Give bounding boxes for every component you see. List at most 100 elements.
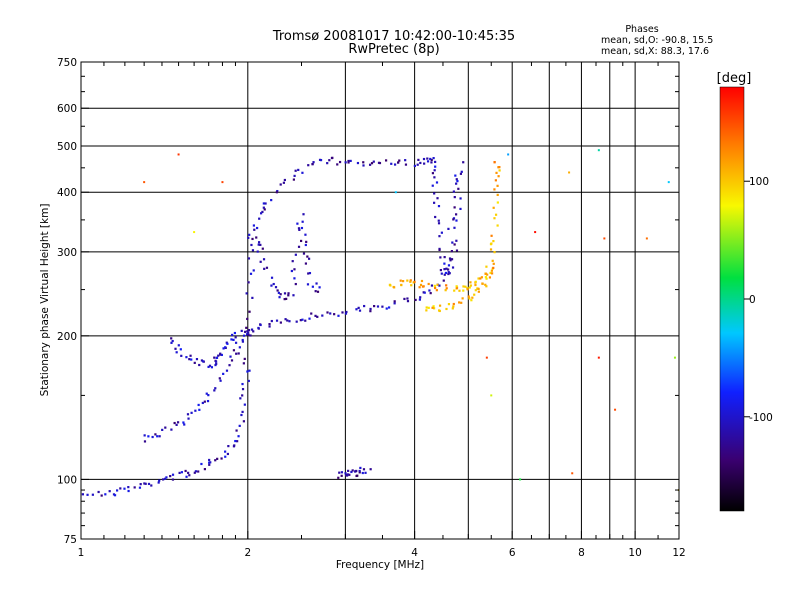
echo-point [490,269,494,272]
echo-point [226,452,230,456]
echo-point [270,319,273,323]
echo-point [429,157,432,161]
echo-point [214,360,218,363]
echo-point [477,290,480,293]
echo-point [161,478,165,481]
x-tick-label: 10 [628,547,641,559]
echo-point [434,286,437,290]
echo-point [158,435,161,438]
echo-point [470,299,473,302]
echo-point [437,219,440,222]
echo-point [247,333,250,336]
x-tick-label: 8 [578,547,585,559]
echo-point [301,220,304,223]
echo-point [276,189,279,193]
echo-point [308,317,311,320]
echo-point [485,277,488,280]
echo-point [233,444,236,447]
echo-point [164,477,167,480]
echo-point [485,285,488,288]
echo-point [187,417,190,420]
echo-point [344,472,347,475]
echo-point [443,268,446,271]
echo-point [455,249,459,252]
echo-point [448,257,452,260]
echo-point [455,178,458,181]
echo-point [449,259,452,262]
echo-point [362,164,365,167]
echo-point [86,493,89,496]
echo-point [179,348,182,351]
echo-point [247,281,250,284]
chart-title: Tromsø 20081017 10:42:00-10:45:35 [272,29,515,44]
echo-point [246,370,249,373]
echo-point [250,243,253,247]
echo-point [450,250,453,253]
echo-point [238,346,241,349]
echo-point [257,243,260,246]
echo-point [425,306,428,309]
echo-point [252,269,255,272]
echo-point [234,336,237,339]
echo-point [490,394,493,397]
echo-point [161,428,164,431]
echo-point [445,307,448,311]
echo-point [206,399,210,403]
echo-point [190,411,193,414]
echo-point [197,403,200,407]
echo-point [413,164,416,168]
echo-point [358,309,362,312]
echo-point [297,168,300,172]
echo-point [447,264,451,267]
echo-point [341,311,344,314]
echo-point [265,266,269,269]
echo-point [348,473,351,476]
echo-point [241,338,244,342]
echo-point [369,468,372,471]
echo-point [213,389,216,392]
echo-point [296,222,299,225]
echo-point [214,387,217,390]
echo-point [315,282,318,285]
echo-point [351,469,354,472]
echo-point [350,470,353,474]
echo-point [247,236,250,239]
echo-point [255,226,259,230]
echo-point [439,256,442,259]
echo-point [461,297,464,300]
echo-point [389,284,392,287]
echo-point [447,268,450,271]
echo-point [252,224,256,227]
echo-point [298,228,301,231]
echo-point [208,458,211,462]
x-tick-label: 1 [78,547,85,559]
echo-point [436,283,439,286]
x-tick-label: 12 [672,547,685,559]
echo-point [435,181,439,184]
echo-point [216,457,219,460]
echo-point [398,159,401,162]
echo-point [447,271,450,274]
echo-point [447,303,451,306]
echo-point [220,457,223,460]
echo-point [77,494,79,496]
echo-point [200,462,203,466]
echo-point [534,231,537,234]
echo-point [171,473,175,476]
echo-point [182,421,185,424]
echo-point [127,486,130,489]
echo-point [235,429,238,432]
echo-point [418,298,421,301]
echo-point [200,359,204,362]
echo-point [384,159,388,162]
echo-point [369,307,372,311]
echo-point [263,267,266,270]
echo-point [357,306,360,309]
echo-point [370,162,374,165]
echo-point [222,372,225,375]
echo-point [667,181,670,184]
echo-point [193,471,196,474]
echo-point [243,357,246,360]
echo-point [492,262,495,265]
echo-point [442,279,445,282]
